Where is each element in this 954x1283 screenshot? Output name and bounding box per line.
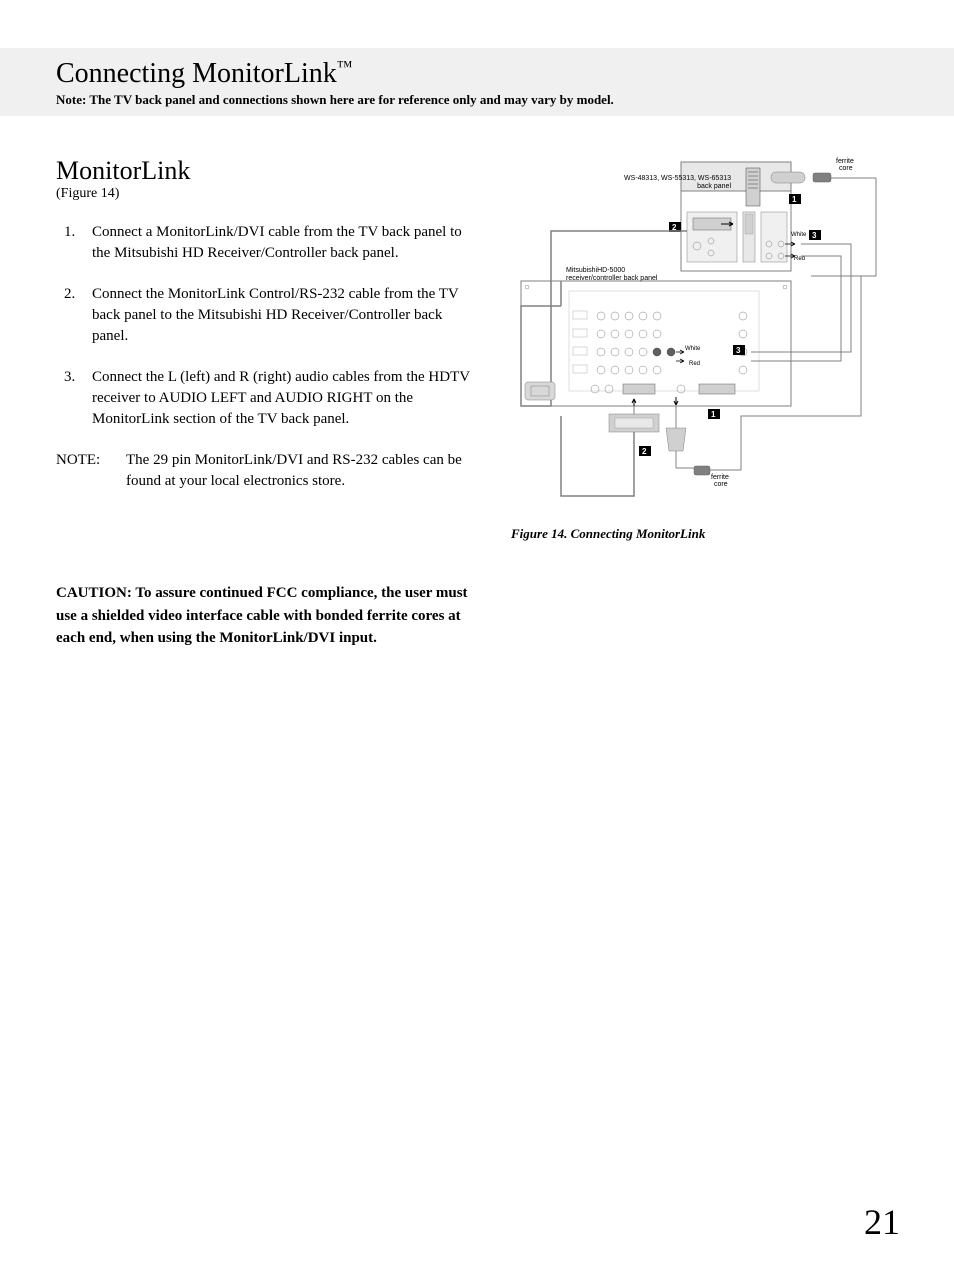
step-text: Connect the MonitorLink Control/RS-232 c…: [92, 286, 458, 344]
page-number: 21: [864, 1201, 900, 1243]
step-1: 1. Connect a MonitorLink/DVI cable from …: [92, 222, 481, 264]
steps-list: 1. Connect a MonitorLink/DVI cable from …: [56, 222, 481, 430]
note-label: NOTE:: [56, 450, 100, 471]
step-2: 2. Connect the MonitorLink Control/RS-23…: [92, 284, 481, 347]
marker-1-bottom: 1: [711, 410, 716, 419]
ferrite-core-label-bottom: core: [714, 481, 728, 488]
section-title: MonitorLink: [56, 156, 481, 186]
tv-panel-label: back panel: [697, 183, 731, 190]
left-column: MonitorLink (Figure 14) 1. Connect a Mon…: [56, 156, 481, 650]
right-column: ferrite core 1 WS-48313, WS-55313, WS-65…: [511, 156, 924, 650]
note-text: The 29 pin MonitorLink/DVI and RS-232 ca…: [126, 452, 462, 489]
tv-model-label: WS-48313, WS-55313, WS-65313: [624, 175, 731, 182]
red-label-mid: Red: [689, 361, 700, 367]
marker-3-top: 3: [812, 231, 817, 240]
receiver-label: MitsubishiHD-5000: [566, 267, 625, 274]
note-block: NOTE: The 29 pin MonitorLink/DVI and RS-…: [56, 450, 481, 492]
step-number: 2.: [64, 284, 75, 305]
trademark: ™: [337, 59, 353, 76]
figure-reference: (Figure 14): [56, 186, 481, 202]
receiver-inputs: [573, 311, 747, 374]
figure-caption: Figure 14. Connecting MonitorLink: [511, 526, 924, 542]
step-number: 1.: [64, 222, 75, 243]
ferrite-label-top: ferrite: [836, 158, 854, 165]
ferrite-core-label-top: core: [839, 165, 853, 172]
header-note: Note: The TV back panel and connections …: [56, 92, 924, 108]
marker-1-top: 1: [792, 195, 797, 204]
marker-2-bottom: 2: [642, 447, 647, 456]
title-text: Connecting MonitorLink: [56, 58, 337, 89]
step-number: 3.: [64, 367, 75, 388]
header-band: Connecting MonitorLink™ Note: The TV bac…: [0, 48, 954, 116]
red-label-top: Red: [794, 256, 805, 262]
connection-diagram: ferrite core 1 WS-48313, WS-55313, WS-65…: [511, 156, 881, 516]
main-title: Connecting MonitorLink™: [56, 58, 924, 90]
ferrite-label-bottom: ferrite: [711, 474, 729, 481]
step-3: 3. Connect the L (left) and R (right) au…: [92, 367, 481, 430]
diagram-svg: ferrite core 1 WS-48313, WS-55313, WS-65…: [511, 156, 881, 516]
white-label-mid: White: [685, 346, 701, 352]
receiver-panel-label: receiver/controller back panel: [566, 275, 658, 282]
content-area: MonitorLink (Figure 14) 1. Connect a Mon…: [0, 116, 954, 650]
step-text: Connect a MonitorLink/DVI cable from the…: [92, 224, 462, 261]
caution-block: CAUTION: To assure continued FCC complia…: [56, 582, 481, 650]
white-label-top: White: [791, 232, 807, 238]
marker-3-mid: 3: [736, 346, 741, 355]
step-text: Connect the L (left) and R (right) audio…: [92, 369, 470, 427]
